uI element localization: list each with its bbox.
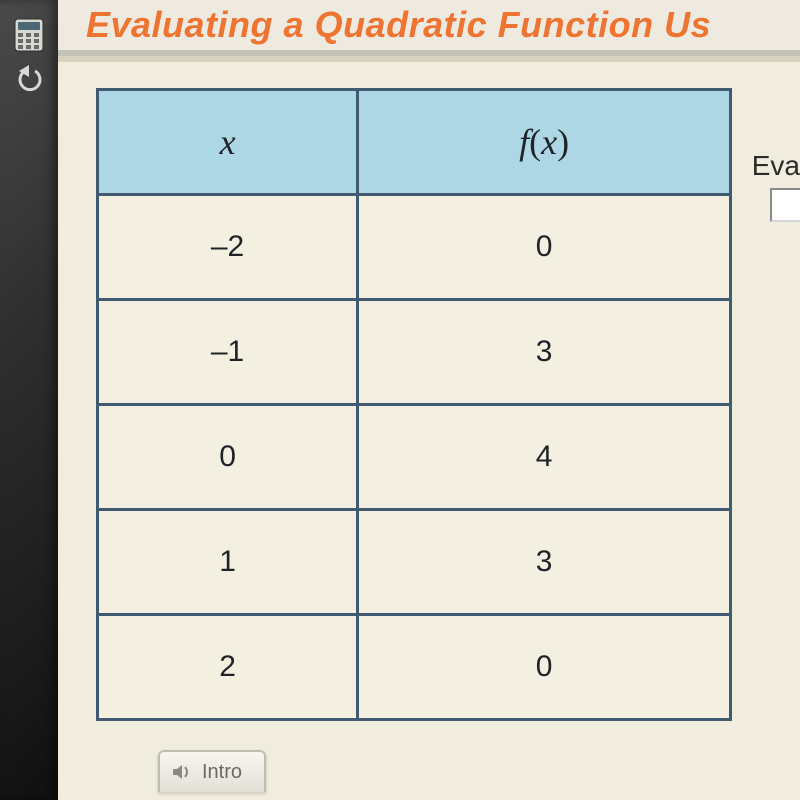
calculator-icon[interactable] [0,14,58,56]
undo-icon[interactable] [0,58,58,100]
col-header-fx: f(x) [358,90,731,195]
cell-x: –1 [98,300,358,405]
evaluate-label: Eva [752,150,800,182]
cell-x: 2 [98,615,358,720]
table-header-row: x f(x) [98,90,731,195]
cell-x: 0 [98,405,358,510]
cell-x: 1 [98,510,358,615]
table-row: 1 3 [98,510,731,615]
function-table: x f(x) –2 0 –1 3 [96,88,732,721]
speaker-icon [172,763,192,781]
intro-button[interactable]: Intro [158,750,266,792]
cell-fx: 0 [358,195,731,300]
table-row: 0 4 [98,405,731,510]
col-header-x: x [98,90,358,195]
left-toolbar [0,0,58,800]
table-row: –2 0 [98,195,731,300]
app-viewport: Evaluating a Quadratic Function Us Eva x… [0,0,800,800]
cell-fx: 3 [358,510,731,615]
function-table-wrap: x f(x) –2 0 –1 3 [96,88,732,721]
intro-button-label: Intro [202,761,242,784]
answer-input[interactable] [770,188,800,222]
table-row: 2 0 [98,615,731,720]
page-title: Evaluating a Quadratic Function Us [86,4,711,46]
title-bar: Evaluating a Quadratic Function Us [58,0,800,56]
cell-fx: 4 [358,405,731,510]
cell-fx: 3 [358,300,731,405]
cell-x: –2 [98,195,358,300]
content-area: Eva x f(x) –2 0 [58,62,800,800]
cell-fx: 0 [358,615,731,720]
table-row: –1 3 [98,300,731,405]
